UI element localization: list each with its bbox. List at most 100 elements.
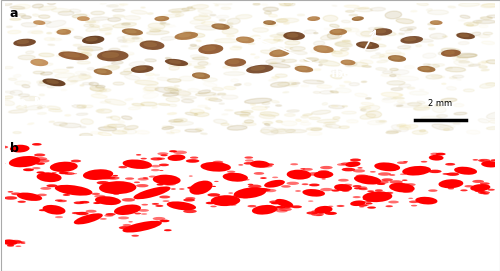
Ellipse shape [125, 98, 133, 101]
Ellipse shape [248, 184, 254, 185]
Ellipse shape [323, 125, 332, 127]
Ellipse shape [72, 212, 80, 214]
Ellipse shape [79, 191, 92, 194]
Ellipse shape [275, 74, 287, 78]
Ellipse shape [349, 14, 358, 16]
Ellipse shape [168, 113, 176, 115]
Ellipse shape [156, 205, 164, 207]
Ellipse shape [149, 176, 156, 178]
Ellipse shape [400, 125, 411, 128]
Ellipse shape [4, 196, 17, 200]
Ellipse shape [99, 181, 136, 194]
Ellipse shape [263, 20, 276, 25]
Ellipse shape [8, 78, 17, 80]
Ellipse shape [263, 7, 278, 11]
Ellipse shape [95, 196, 121, 205]
Ellipse shape [436, 115, 448, 118]
Ellipse shape [243, 197, 248, 199]
Ellipse shape [113, 82, 124, 85]
Ellipse shape [304, 58, 318, 62]
Ellipse shape [38, 6, 56, 10]
Ellipse shape [381, 73, 400, 77]
Ellipse shape [30, 59, 48, 66]
Ellipse shape [232, 68, 238, 70]
Ellipse shape [63, 31, 70, 34]
Ellipse shape [274, 39, 280, 41]
Ellipse shape [416, 45, 422, 47]
Ellipse shape [352, 16, 364, 21]
Ellipse shape [174, 151, 187, 154]
Ellipse shape [482, 69, 489, 71]
Ellipse shape [80, 133, 92, 137]
Ellipse shape [270, 47, 283, 51]
Ellipse shape [152, 217, 166, 220]
Ellipse shape [154, 16, 169, 21]
Ellipse shape [448, 6, 456, 8]
Ellipse shape [472, 180, 484, 183]
Ellipse shape [450, 121, 460, 123]
Ellipse shape [165, 59, 188, 66]
Ellipse shape [404, 183, 415, 186]
Ellipse shape [55, 73, 74, 78]
Ellipse shape [200, 133, 207, 134]
Ellipse shape [80, 85, 84, 86]
Ellipse shape [164, 229, 172, 231]
Ellipse shape [162, 95, 168, 97]
Ellipse shape [196, 128, 203, 131]
Ellipse shape [417, 2, 428, 5]
Ellipse shape [360, 109, 366, 111]
Ellipse shape [429, 28, 435, 30]
Ellipse shape [362, 191, 392, 202]
Ellipse shape [480, 83, 496, 88]
Ellipse shape [282, 121, 297, 126]
Ellipse shape [374, 28, 384, 31]
Ellipse shape [82, 105, 93, 108]
Ellipse shape [433, 37, 437, 38]
Ellipse shape [466, 24, 473, 26]
Ellipse shape [160, 170, 164, 171]
Ellipse shape [176, 14, 184, 17]
Ellipse shape [360, 43, 372, 47]
Ellipse shape [404, 30, 412, 33]
Ellipse shape [266, 59, 285, 63]
Ellipse shape [66, 33, 70, 34]
Ellipse shape [72, 56, 78, 57]
Ellipse shape [478, 62, 486, 64]
Ellipse shape [46, 20, 66, 27]
Ellipse shape [11, 241, 22, 244]
Ellipse shape [46, 80, 59, 84]
Ellipse shape [162, 127, 174, 130]
Ellipse shape [67, 67, 73, 68]
Ellipse shape [125, 30, 137, 33]
Ellipse shape [480, 17, 492, 19]
Ellipse shape [35, 21, 42, 24]
Ellipse shape [376, 180, 389, 184]
Ellipse shape [487, 15, 500, 18]
Ellipse shape [282, 59, 296, 63]
Ellipse shape [227, 171, 235, 173]
Ellipse shape [154, 75, 160, 76]
Ellipse shape [314, 206, 332, 214]
Ellipse shape [14, 81, 30, 85]
Ellipse shape [361, 102, 374, 105]
Ellipse shape [159, 164, 169, 166]
Ellipse shape [124, 67, 142, 72]
Ellipse shape [456, 33, 464, 36]
Ellipse shape [324, 122, 336, 124]
Ellipse shape [151, 165, 160, 167]
Ellipse shape [277, 18, 299, 23]
Ellipse shape [74, 213, 103, 224]
Ellipse shape [472, 159, 478, 161]
Ellipse shape [134, 182, 140, 183]
Ellipse shape [16, 246, 22, 247]
Ellipse shape [241, 111, 253, 113]
Ellipse shape [490, 159, 498, 161]
Ellipse shape [478, 159, 490, 162]
Ellipse shape [228, 192, 233, 194]
Ellipse shape [190, 33, 205, 37]
Ellipse shape [198, 62, 208, 65]
Ellipse shape [70, 9, 81, 12]
Ellipse shape [222, 95, 238, 99]
Ellipse shape [274, 209, 279, 210]
Ellipse shape [454, 60, 474, 67]
